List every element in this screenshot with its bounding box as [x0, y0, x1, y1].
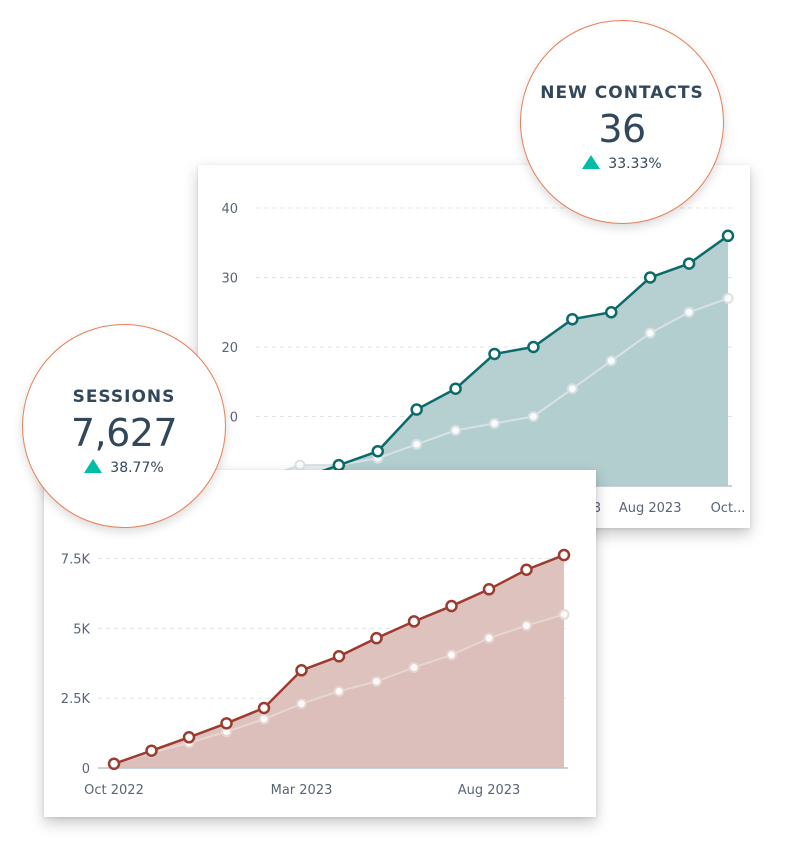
sessions-primary-point [295, 664, 308, 677]
sessions-primary-point [182, 731, 196, 744]
sessions-y-tick-label: 5K [73, 622, 90, 637]
new-contacts-comparison-point [527, 411, 539, 422]
sessions-y-tick-label: 0 [82, 762, 90, 777]
new-contacts-primary-point [332, 458, 346, 472]
new-contacts-comparison-point [450, 424, 462, 436]
new-contacts-x-tick-label: Oct... [711, 501, 746, 516]
sessions-primary-point [370, 631, 383, 645]
new-contacts-primary-area [261, 235, 728, 486]
sessions-comparison-point [446, 649, 457, 661]
new-contacts-comparison-point [489, 417, 500, 429]
new-contacts-title: NEW CONTACTS [540, 83, 704, 103]
new-contacts-y-tick-label: 0 [230, 411, 238, 426]
new-contacts-primary-point [566, 312, 579, 326]
new-contacts-value: 36 [598, 107, 646, 151]
sessions-comparison-point [408, 661, 420, 673]
new-contacts-primary-point [605, 306, 618, 319]
new-contacts-primary-point [643, 271, 657, 284]
sessions-primary-point [445, 599, 458, 613]
sessions-kpi: SESSIONS 7,627 38.77% [22, 324, 226, 528]
sessions-comparison-point [333, 685, 345, 697]
new-contacts-comparison-point [605, 355, 617, 367]
sessions-value: 7,627 [70, 411, 178, 455]
sessions-comparison-point [296, 698, 307, 710]
sessions-primary-point [407, 615, 421, 628]
new-contacts-primary-point [371, 445, 384, 458]
new-contacts-comparison-point [411, 438, 423, 450]
new-contacts-primary-point [682, 257, 696, 270]
new-contacts-change: 33.33% [521, 155, 723, 172]
sessions-primary-point [482, 583, 496, 596]
sessions-primary-point [332, 650, 346, 663]
sessions-comparison-point [521, 620, 532, 632]
new-contacts-x-tick-label: Aug 2023 [619, 501, 682, 516]
new-contacts-change-value: 33.33% [608, 156, 662, 172]
sessions-y-tick-label: 2.5K [61, 692, 91, 707]
sessions-comparison-point [371, 675, 382, 687]
new-contacts-comparison-point [683, 306, 695, 318]
sessions-comparison-point [483, 632, 495, 644]
new-contacts-comparison-point [644, 327, 656, 339]
new-contacts-primary-point [410, 403, 423, 416]
sessions-chart: 0 2.5K 5K 7.5K Oct 2022 Mar 2023 Aug 2023 [61, 548, 571, 798]
sessions-primary-point [520, 563, 533, 577]
sessions-primary-point [257, 701, 271, 715]
sessions-primary-point [107, 757, 121, 771]
sessions-x-tick-label: Oct 2022 [84, 783, 144, 798]
sessions-change: 38.77% [23, 459, 225, 476]
sessions-title: SESSIONS [72, 387, 176, 407]
sessions-comparison-point [558, 608, 570, 620]
trend-up-icon [84, 459, 103, 473]
new-contacts-primary-point [721, 229, 735, 243]
new-contacts-y-tick-label: 30 [221, 272, 238, 287]
sessions-change-value: 38.77% [110, 460, 164, 476]
sessions-x-tick-label: Aug 2023 [458, 783, 521, 798]
sessions-primary-point [220, 717, 233, 730]
new-contacts-y-tick-label: 20 [221, 341, 238, 356]
new-contacts-kpi: NEW CONTACTS 36 33.33% [520, 20, 724, 224]
sessions-chart-card: 0 2.5K 5K 7.5K Oct 2022 Mar 2023 Aug 2023 [44, 470, 596, 817]
new-contacts-primary-point [488, 347, 501, 361]
sessions-comparison-point [258, 713, 270, 725]
sessions-x-tick-label: Mar 2023 [271, 783, 333, 798]
new-contacts-comparison-point [566, 383, 578, 395]
new-contacts-comparison-point [722, 292, 734, 304]
new-contacts-y-tick-label: 40 [221, 202, 238, 217]
trend-up-icon [582, 155, 601, 169]
sessions-y-tick-label: 7.5K [61, 553, 91, 568]
new-contacts-comparison-point [294, 459, 306, 471]
new-contacts-primary-point [527, 340, 540, 354]
new-contacts-chart-card: 00203040Oct 2022Dec 2022Feb 2023Apr 2023… [198, 165, 750, 528]
new-contacts-primary-point [449, 382, 462, 395]
sessions-primary-point [145, 744, 158, 757]
sessions-primary-point [557, 548, 571, 562]
